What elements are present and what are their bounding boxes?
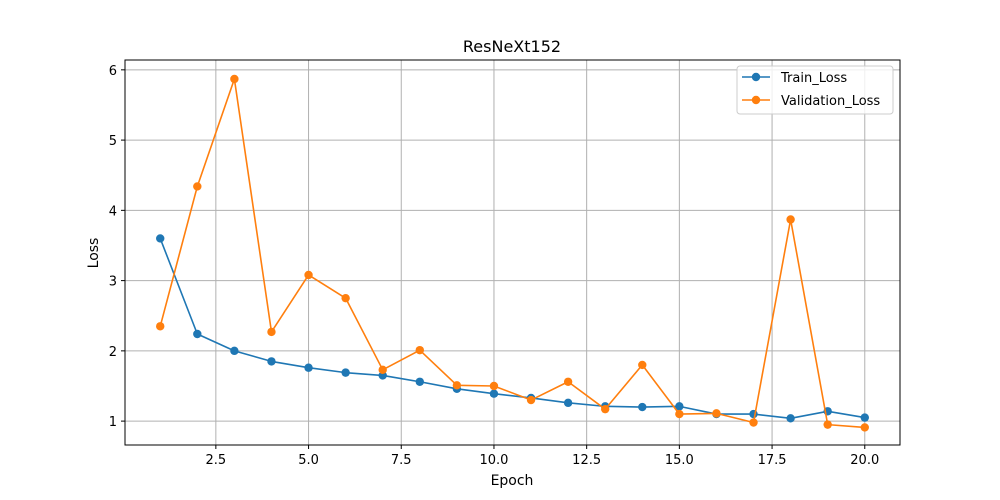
x-tick-label: 10.0 <box>479 453 508 468</box>
y-axis-ticks: 1 2 3 4 5 6 <box>109 64 125 430</box>
train-loss-point <box>675 402 684 411</box>
chart-legend: Train_Loss Validation_Loss <box>736 65 894 115</box>
legend-box <box>736 65 894 115</box>
validation-loss-point <box>378 365 387 375</box>
train-loss-point <box>341 368 350 377</box>
train-loss-line <box>159 238 865 420</box>
x-tick-label: 7.5 <box>391 453 412 468</box>
train-loss-point <box>860 413 869 422</box>
train-loss-point <box>489 389 499 398</box>
grid-lines <box>125 60 900 445</box>
train-loss-point <box>563 398 573 408</box>
train-loss-point <box>193 329 202 339</box>
series-layer <box>156 74 869 432</box>
validation-loss-point <box>526 395 536 405</box>
validation-loss-point <box>452 381 462 390</box>
validation-loss-line <box>159 78 865 429</box>
validation-loss-point <box>156 322 165 331</box>
train-loss-point <box>230 346 239 356</box>
validation-loss-point <box>230 74 239 84</box>
validation-loss-point <box>675 409 684 419</box>
validation-loss-point <box>601 404 610 414</box>
validation-loss-point <box>267 327 276 337</box>
validation-loss-point <box>193 182 202 191</box>
train-loss-point <box>304 363 313 372</box>
train-loss-point <box>156 234 165 243</box>
y-tick-label: 2 <box>109 345 117 360</box>
x-axis-label: Epoch <box>491 473 534 489</box>
validation-loss-point <box>415 345 424 355</box>
chart-title: ResNeXt152 <box>463 37 561 56</box>
x-tick-label: 20.0 <box>850 453 879 468</box>
train-loss-point <box>786 414 795 423</box>
train-loss-point <box>638 402 647 412</box>
validation-loss-point <box>489 381 499 391</box>
x-tick-label: 12.5 <box>572 453 601 468</box>
x-axis-ticks: 2.5 5.0 7.5 10.0 12.5 15.0 17.5 20.0 <box>206 445 879 468</box>
x-tick-label: 5.0 <box>298 453 319 468</box>
validation-loss-point <box>304 270 313 280</box>
plot-area-frame <box>124 59 901 446</box>
validation-loss-point <box>341 293 350 303</box>
x-tick-label: 17.5 <box>758 453 787 468</box>
validation-loss-point <box>823 420 832 429</box>
y-axis-label: Loss <box>86 238 102 269</box>
y-tick-label: 1 <box>109 415 117 430</box>
train-loss-legend-marker <box>751 72 761 82</box>
y-tick-label: 3 <box>109 275 117 290</box>
train-loss-legend-label: Train_Loss <box>780 71 847 86</box>
validation-loss-point <box>860 423 869 432</box>
train-loss-point <box>415 377 424 386</box>
validation-loss-point <box>786 215 795 224</box>
train-loss-point <box>749 409 758 419</box>
validation-loss-point <box>749 418 758 427</box>
validation-loss-point <box>563 377 573 386</box>
validation-loss-point <box>712 409 721 418</box>
x-tick-label: 15.0 <box>665 453 694 468</box>
y-tick-label: 4 <box>109 204 117 219</box>
y-tick-label: 6 <box>109 64 117 79</box>
x-tick-label: 2.5 <box>206 453 227 468</box>
validation-loss-legend-marker <box>751 95 761 105</box>
train-loss-point <box>267 357 276 366</box>
validation-loss-legend-label: Validation_Loss <box>781 94 880 109</box>
validation-loss-point <box>638 360 647 370</box>
y-tick-label: 5 <box>109 134 117 149</box>
